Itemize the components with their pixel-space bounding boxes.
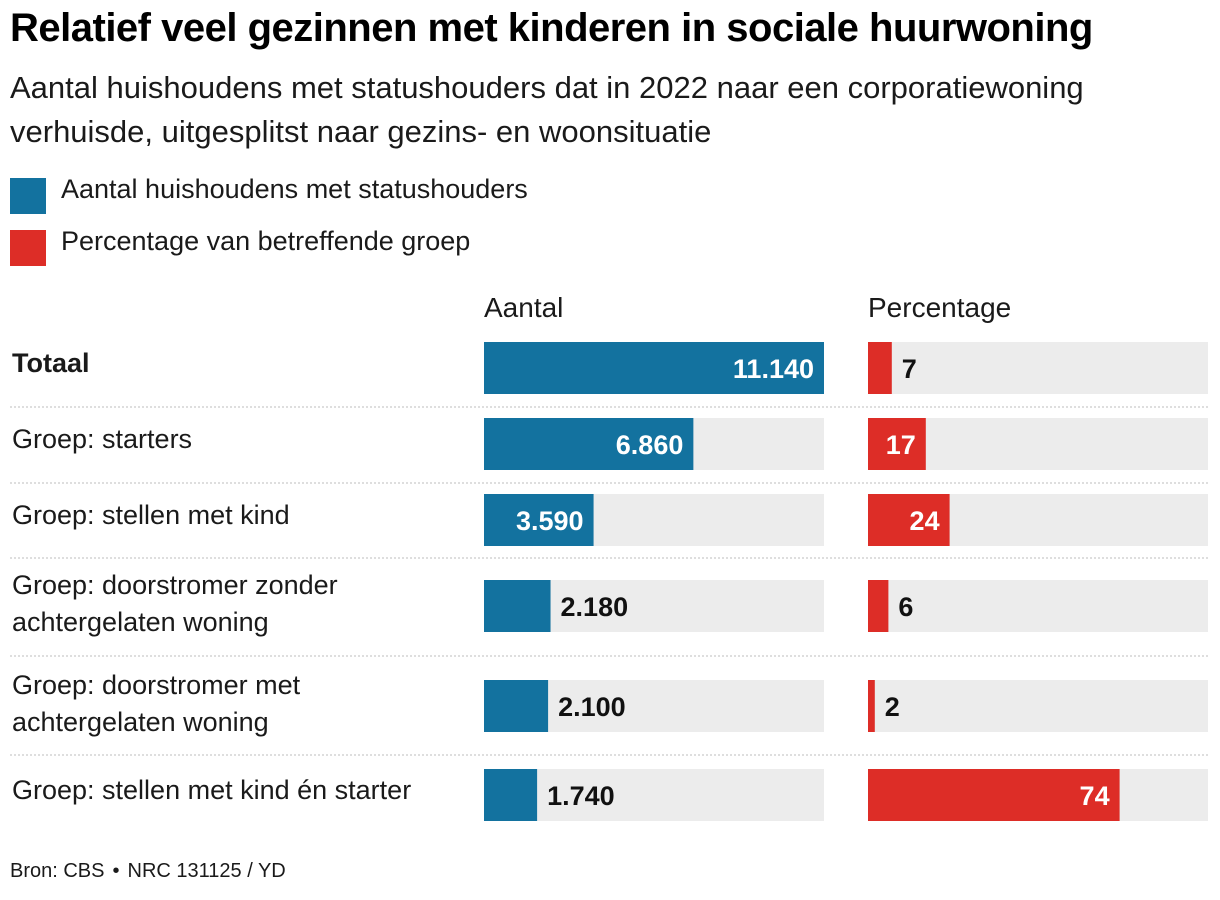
bar-track	[868, 580, 1208, 632]
row-label: Groep: doorstromer zonder achtergelaten w…	[12, 570, 338, 637]
data-label-aantal: 1.740	[547, 781, 615, 811]
bar-track	[868, 342, 1208, 394]
bar-chart: Totaal 11.140 7 Groep: starters 6.860 17 Groep…	[10, 342, 1208, 821]
credit-text: NRC 131125 / YD	[127, 860, 286, 882]
source-line: Bron: CBS • NRC 131125 / YD	[10, 860, 286, 883]
row-label-line: Groep: doorstromer zonder	[12, 570, 338, 600]
row-label-line: Groep: doorstromer met	[12, 670, 301, 700]
data-label-aantal: 2.180	[561, 592, 629, 622]
legend-label-aantal: Aantal huishoudens met statushouders	[61, 174, 528, 204]
row-label-line: achtergelaten woning	[12, 607, 269, 637]
bar-percentage	[868, 494, 950, 546]
bar-percentage	[868, 769, 1120, 821]
chart-title: Relatief veel gezinnen met kinderen in s…	[10, 6, 1093, 50]
source-separator: •	[112, 860, 120, 882]
row-label: Groep: stellen met kind	[12, 500, 290, 530]
bar-aantal	[484, 418, 694, 470]
data-label-percentage: 6	[898, 592, 913, 622]
row-label: Groep: starters	[12, 424, 192, 454]
row-label-line: achtergelaten woning	[12, 707, 269, 737]
data-label-percentage: 17	[886, 430, 916, 460]
bar-aantal	[484, 769, 538, 821]
data-label-aantal: 11.140	[733, 354, 814, 384]
data-label-aantal: 2.100	[558, 692, 626, 722]
legend-label-percentage: Percentage van betreffende groep	[61, 226, 471, 256]
bar-aantal	[484, 494, 594, 546]
row-label: Groep: stellen met kind én starter	[12, 775, 411, 805]
legend-swatch-red	[10, 230, 46, 266]
bar-percentage	[868, 342, 892, 394]
row-label: Groep: doorstromer met achtergelaten woni…	[12, 670, 301, 737]
column-header-percentage: Percentage	[868, 292, 1012, 323]
row-label: Totaal	[12, 348, 90, 378]
data-label-percentage: 24	[910, 506, 940, 536]
data-label-aantal: 6.860	[616, 430, 684, 460]
source-text: Bron: CBS	[10, 860, 105, 882]
data-label-percentage: 74	[1080, 781, 1110, 811]
bar-aantal	[484, 680, 549, 732]
bar-percentage	[868, 580, 889, 632]
bar-track	[868, 680, 1208, 732]
bar-percentage	[868, 680, 875, 732]
bar-aantal	[484, 342, 824, 394]
bar-percentage	[868, 418, 926, 470]
bar-aantal	[484, 580, 551, 632]
data-label-percentage: 7	[902, 354, 917, 384]
data-label-aantal: 3.590	[516, 506, 584, 536]
chart-subtitle: Aantal huishoudens met statushouders dat…	[10, 70, 1084, 149]
bar-track	[484, 769, 824, 821]
legend-swatch-blue	[10, 178, 46, 214]
column-header-aantal: Aantal	[484, 292, 564, 323]
data-label-percentage: 2	[885, 692, 900, 722]
